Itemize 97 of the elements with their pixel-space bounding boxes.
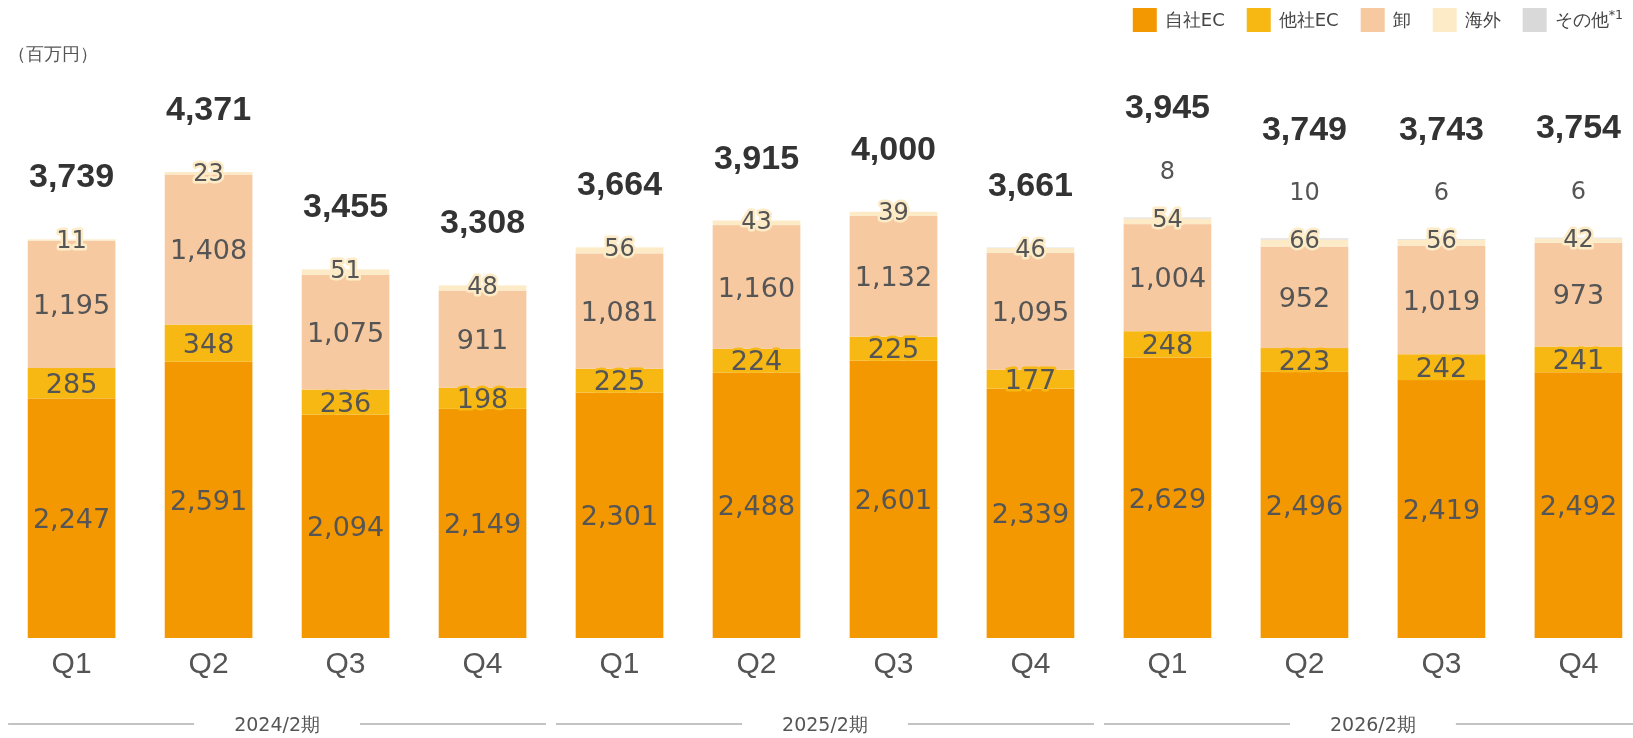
total-label: 3,945 bbox=[1124, 87, 1211, 126]
x-tick-label: Q1 bbox=[1147, 646, 1188, 680]
data-label: 242 bbox=[1415, 351, 1468, 383]
data-label: 1,004 bbox=[1128, 262, 1207, 294]
data-label: 66 bbox=[1289, 226, 1320, 255]
data-label: 43 bbox=[741, 207, 772, 236]
data-label: 952 bbox=[1278, 282, 1331, 314]
data-label: 223 bbox=[1278, 344, 1331, 376]
total-label: 3,664 bbox=[576, 164, 663, 203]
bar bbox=[849, 360, 938, 638]
data-label: 225 bbox=[867, 333, 920, 365]
data-label: 46 bbox=[1015, 234, 1046, 263]
x-tick-label: Q4 bbox=[1558, 646, 1599, 680]
data-label: 2,339 bbox=[991, 498, 1070, 530]
bar bbox=[438, 408, 527, 638]
total-label: 3,661 bbox=[987, 165, 1074, 204]
x-tick-label: Q3 bbox=[325, 646, 366, 680]
data-label: 51 bbox=[330, 256, 361, 285]
data-label: 2,492 bbox=[1539, 489, 1618, 521]
bar bbox=[986, 388, 1075, 638]
data-label: 1,095 bbox=[991, 296, 1070, 328]
data-label: 1,019 bbox=[1402, 284, 1481, 316]
x-tick-label: Q2 bbox=[1284, 646, 1325, 680]
data-label: 39 bbox=[878, 198, 909, 227]
total-label: 3,754 bbox=[1535, 107, 1622, 146]
data-label: 2,496 bbox=[1265, 489, 1344, 521]
data-label: 2,488 bbox=[717, 490, 796, 522]
text: （百万円） bbox=[8, 43, 98, 64]
x-tick-label: Q1 bbox=[51, 646, 92, 680]
legend-label: 他社EC bbox=[1278, 9, 1339, 31]
data-label: 56 bbox=[1426, 226, 1457, 255]
legend-label: その他$^{*1}$ bbox=[1554, 6, 1623, 31]
data-label: 1,075 bbox=[306, 316, 385, 348]
data-label: 1,195 bbox=[32, 289, 111, 320]
data-label: 1,081 bbox=[580, 295, 659, 327]
total-label: 4,371 bbox=[166, 89, 252, 127]
text: 2025/2期 bbox=[782, 712, 868, 735]
legend-label: 卸 bbox=[1392, 9, 1411, 31]
data-label: 54 bbox=[1152, 205, 1183, 234]
bar bbox=[1123, 357, 1212, 638]
data-label: 8 bbox=[1159, 157, 1176, 186]
bar bbox=[575, 392, 664, 638]
total-label: 3,739 bbox=[29, 156, 115, 195]
bar bbox=[1397, 380, 1486, 638]
data-label: 1,160 bbox=[717, 271, 796, 303]
x-tick-label: Q3 bbox=[1421, 646, 1462, 680]
text: 2026/2期 bbox=[1330, 712, 1416, 735]
data-label: 285 bbox=[45, 367, 98, 399]
data-label: 6 bbox=[1570, 176, 1587, 205]
data-label: 225 bbox=[593, 365, 646, 397]
x-tick-label: Q1 bbox=[599, 646, 640, 680]
bar bbox=[1534, 372, 1623, 638]
total-label: 3,455 bbox=[303, 186, 389, 225]
bar bbox=[1260, 371, 1349, 638]
data-label: 2,149 bbox=[443, 508, 522, 540]
data-label: 56 bbox=[604, 234, 635, 263]
data-label: 2,419 bbox=[1402, 493, 1481, 525]
bar bbox=[164, 361, 253, 638]
x-tick-label: Q2 bbox=[736, 646, 777, 680]
legend-label: 海外 bbox=[1464, 9, 1501, 31]
data-label: 11 bbox=[56, 226, 87, 255]
total-label: 3,749 bbox=[1261, 108, 1347, 147]
total-label: 3,915 bbox=[713, 137, 800, 176]
data-label: 224 bbox=[730, 345, 783, 377]
data-label: 48 bbox=[467, 272, 498, 301]
data-label: 198 bbox=[456, 383, 509, 414]
data-label: 2,629 bbox=[1128, 482, 1207, 514]
total-label: 3,743 bbox=[1398, 108, 1484, 147]
x-tick-label: Q3 bbox=[873, 646, 914, 680]
data-label: 248 bbox=[1141, 329, 1194, 361]
data-label: 2,601 bbox=[854, 484, 933, 516]
x-tick-label: Q2 bbox=[188, 646, 229, 680]
total-label: 4,000 bbox=[850, 128, 937, 167]
total-label: 3,308 bbox=[439, 202, 526, 241]
data-label: 10 bbox=[1289, 178, 1320, 207]
data-label: 236 bbox=[319, 386, 372, 418]
bar bbox=[301, 414, 390, 638]
x-tick-label: Q4 bbox=[462, 646, 503, 680]
data-label: 1,408 bbox=[169, 234, 248, 266]
legend-label: 自社EC bbox=[1164, 9, 1225, 31]
data-label: 973 bbox=[1552, 279, 1605, 311]
data-label: 911 bbox=[456, 323, 509, 355]
data-label: 2,591 bbox=[169, 484, 248, 516]
bar bbox=[712, 372, 801, 638]
data-label: 2,247 bbox=[32, 502, 111, 534]
data-label: 6 bbox=[1433, 178, 1450, 207]
data-label: 42 bbox=[1563, 224, 1594, 253]
data-label: 2,301 bbox=[580, 500, 659, 532]
x-tick-label: Q4 bbox=[1010, 646, 1051, 680]
text: 2024/2期 bbox=[234, 712, 320, 735]
data-label: 2,094 bbox=[306, 511, 385, 543]
data-label: 348 bbox=[182, 327, 235, 359]
data-label: 177 bbox=[1004, 363, 1057, 395]
bar bbox=[27, 398, 116, 638]
data-label: 1,132 bbox=[854, 261, 933, 293]
data-label: 241 bbox=[1552, 344, 1605, 376]
data-label: 23 bbox=[193, 158, 224, 187]
